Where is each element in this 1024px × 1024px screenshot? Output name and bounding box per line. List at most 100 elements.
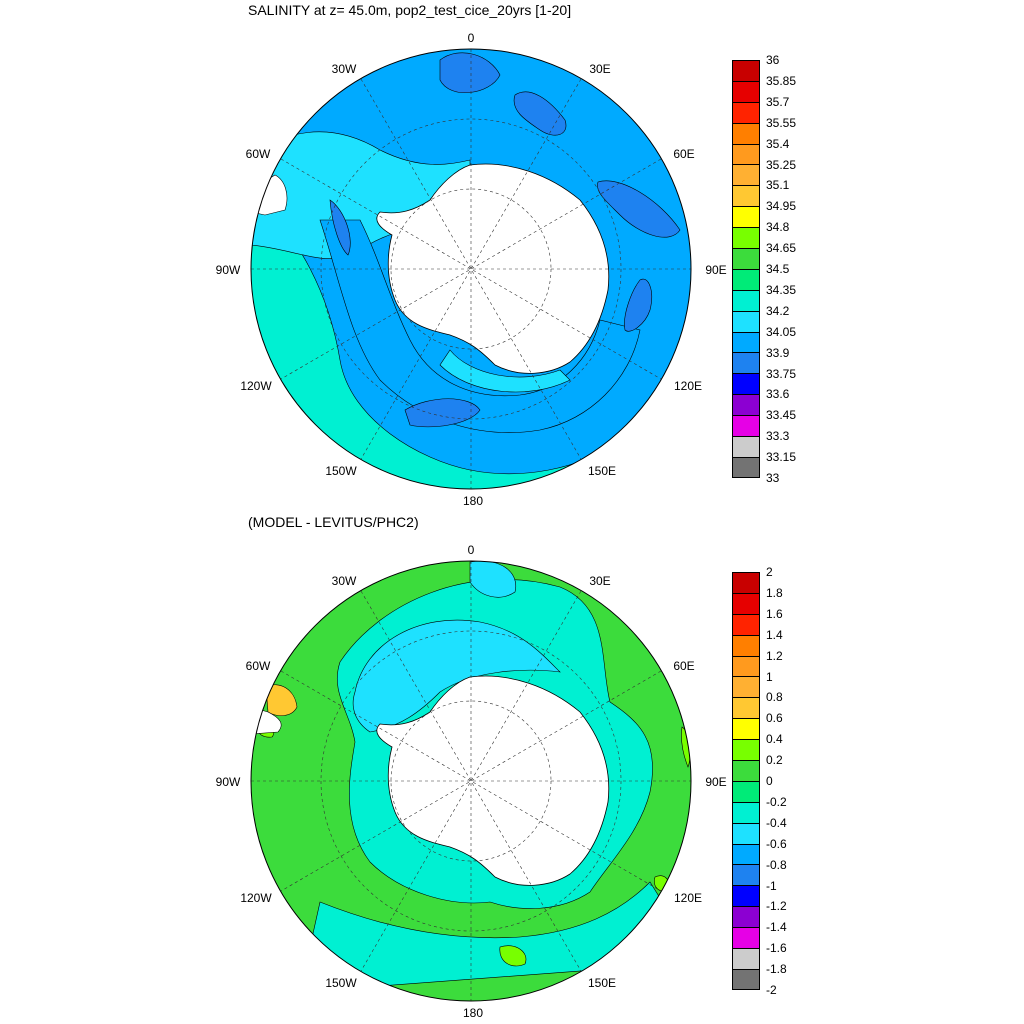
lon-label: 150E	[588, 464, 616, 478]
colorbar-tick-label: 34.65	[766, 241, 797, 256]
map-boundary	[250, 560, 692, 1002]
colorbar-tick-label: 33.6	[766, 387, 790, 402]
colorbar-swatch	[732, 373, 760, 395]
drake-positive-region	[265, 684, 298, 716]
colorbar-swatch	[732, 415, 760, 437]
lon-label: 30E	[589, 574, 610, 588]
colorbar-swatch	[732, 60, 760, 81]
fresh-patch	[329, 199, 351, 256]
fresh-patch	[624, 278, 652, 332]
colorbar-swatch	[732, 289, 760, 311]
lon-label: 180	[463, 494, 483, 508]
colorbar-tick-label: -0.4	[766, 815, 787, 830]
colorbar-tick-label: 0	[766, 774, 773, 788]
colorbar-tick-label: 34.8	[766, 220, 790, 235]
lon-label: 0	[468, 31, 475, 45]
colorbar-swatch	[732, 676, 760, 698]
colorbar-tick-label: 1.2	[766, 648, 783, 663]
lon-label: 30W	[332, 62, 357, 76]
colorbar-swatch	[732, 352, 760, 374]
colorbar-tick-label: 34.35	[766, 282, 797, 297]
lon-label: 90W	[216, 263, 241, 277]
lon-label: 60E	[673, 659, 694, 673]
colorbar-tick-label: 34.2	[766, 303, 790, 318]
lon-label: 0	[468, 543, 475, 557]
colorbar-tick-label: 34.5	[766, 262, 790, 276]
colorbar-swatch	[732, 927, 760, 949]
colorbar-swatch	[732, 968, 760, 990]
colorbar-tick-label: -1	[766, 878, 777, 893]
colorbar-tick-label: 0.6	[766, 711, 783, 726]
colorbar-tick-label: 1.8	[766, 585, 783, 600]
colorbar-swatch	[732, 697, 760, 719]
colorbar-swatch	[732, 801, 760, 823]
colorbar-tick-label: 35.85	[766, 73, 797, 88]
colorbar-tick-label: 35.1	[766, 178, 790, 193]
colorbar-swatch	[732, 718, 760, 740]
colorbar-tick-label: 33.45	[766, 408, 797, 423]
colorbar-tick-label: 34.95	[766, 199, 797, 214]
coastal-fresh-region	[439, 349, 571, 393]
graticule	[251, 49, 691, 489]
lon-label: 90E	[705, 263, 726, 277]
colorbar-tick-label: 33.3	[766, 429, 790, 444]
colorbar-tick-label: 1.4	[766, 627, 783, 642]
polar-map: 0 30E 60E 90E 120E 150E 180 150W 120W 90…	[216, 31, 727, 508]
colorbar-swatch	[732, 906, 760, 928]
colorbar-tick-label: -1.8	[766, 962, 787, 977]
colorbar-tick-label: 35.7	[766, 94, 790, 109]
graticule	[251, 561, 691, 1001]
colorbar-tick-label: 0.8	[766, 690, 783, 705]
lon-label: 30W	[332, 574, 357, 588]
longitude-labels: 0 30E 60E 90E 120E 150E 180 150W 120W 90…	[216, 543, 727, 1020]
colorbar-swatch	[732, 143, 760, 165]
colorbar-swatch	[732, 331, 760, 353]
lon-label: 60W	[246, 147, 271, 161]
salinity-panel: SALINITY at z= 45.0m, pop2_test_cice_20y…	[216, 2, 797, 508]
colorbar-tick-label: -1.2	[766, 899, 787, 914]
colorbar-tick-label: 1.6	[766, 606, 783, 621]
colorbar-swatch	[732, 185, 760, 207]
colorbar-tick-label: 35.55	[766, 115, 797, 130]
lon-label: 120E	[674, 891, 702, 905]
colorbar-tick-label: -2	[766, 983, 777, 997]
colorbar-tick-label: -0.2	[766, 794, 787, 809]
colorbar-tick-label: 2	[766, 565, 773, 579]
colorbar-swatch	[732, 822, 760, 844]
colorbar-swatch	[732, 436, 760, 457]
colorbar-tick-label: -1.4	[766, 920, 787, 935]
colorbar-swatch	[732, 634, 760, 656]
positive-patch	[499, 945, 527, 967]
colorbar-swatch	[732, 248, 760, 269]
colorbar-swatch	[732, 206, 760, 228]
colorbar-tick-label: 34.05	[766, 324, 797, 339]
colorbar-swatch	[732, 948, 760, 969]
colorbar-tick-label: 0.2	[766, 753, 783, 768]
longitude-labels: 0 30E 60E 90E 120E 150E 180 150W 120W 90…	[216, 31, 727, 508]
colorbar-swatch	[732, 760, 760, 781]
colorbar-swatch	[732, 864, 760, 886]
colorbar-swatch	[732, 739, 760, 761]
colorbar-swatch	[732, 613, 760, 635]
weddell-negative-region	[352, 619, 561, 733]
fresh-patch	[513, 91, 567, 136]
colorbar-swatch	[732, 592, 760, 614]
lon-label: 150W	[325, 464, 357, 478]
polar-map: 0 30E 60E 90E 120E 150E 180 150W 120W 90…	[216, 543, 727, 1020]
colorbar-tick-label: 33.75	[766, 366, 797, 381]
colorbar-swatch	[732, 394, 760, 416]
colorbar-swatch	[732, 268, 760, 290]
colorbar-swatch	[732, 572, 760, 593]
colorbar-tick-label: 0.4	[766, 732, 783, 747]
colorbar	[732, 572, 760, 990]
lon-label: 30E	[589, 62, 610, 76]
colorbar-swatch	[732, 122, 760, 144]
lon-label: 120E	[674, 379, 702, 393]
colorbar-tick-label: -0.8	[766, 857, 787, 872]
colorbar-swatch	[732, 310, 760, 332]
colorbar-tick-label: 33.9	[766, 345, 790, 360]
colorbar-swatch	[732, 164, 760, 186]
lon-label: 150E	[588, 976, 616, 990]
colorbar-tick-label: 35.25	[766, 157, 797, 172]
colorbar-tick-label: 33.15	[766, 450, 797, 465]
